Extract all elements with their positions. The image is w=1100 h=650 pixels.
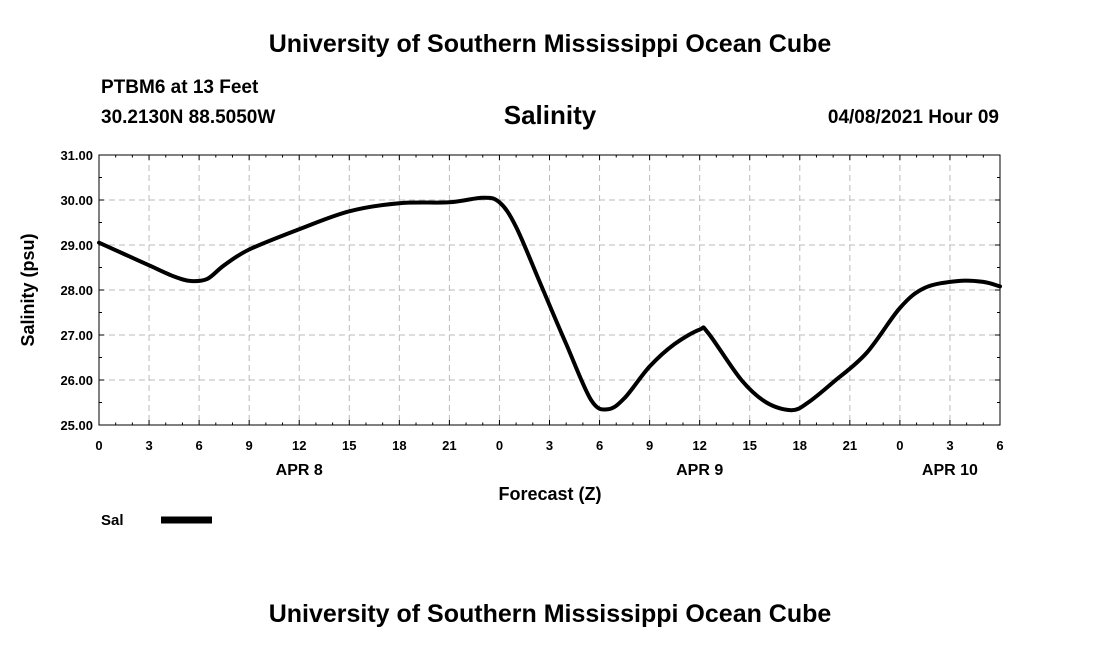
x-tick-label: 6 [195,438,202,453]
day-label: APR 9 [676,462,723,479]
x-tick-label: 3 [145,438,152,453]
x-tick-label: 12 [292,438,306,453]
y-tick-label: 31.00 [60,148,93,163]
grid-lines [99,155,1000,425]
x-tick-label: 15 [742,438,756,453]
y-tick-label: 30.00 [60,193,93,208]
tick-labels: 0 3 6 9 12 15 18 21 0 3 6 9 12 15 18 21 0 3 6 25.00 26.00 27.… [60,148,1003,479]
footer-title: University of Southern Mississippi Ocean… [268,600,832,628]
x-tick-label: 6 [596,438,603,453]
x-tick-label: 0 [95,438,102,453]
x-tick-label: 9 [246,438,253,453]
x-tick-label: 21 [843,438,857,453]
x-tick-label: 3 [946,438,953,453]
station-coordinates: 30.2130N 88.5050W [101,107,276,128]
x-axis-title: Forecast (Z) [498,484,601,504]
series-line-sal [97,195,1002,413]
chart-title: Salinity [503,100,597,130]
x-tick-label: 18 [392,438,406,453]
x-tick-label: 15 [342,438,356,453]
x-tick-label: 9 [646,438,653,453]
y-tick-label: 27.00 [60,328,93,343]
axis-ticks [98,154,1001,426]
x-tick-label: 0 [496,438,503,453]
x-tick-label: 3 [546,438,553,453]
run-timestamp: 04/08/2021 Hour 09 [827,107,999,128]
x-tick-label: 0 [896,438,903,453]
y-tick-label: 25.00 [60,418,93,433]
x-tick-label: 6 [996,438,1003,453]
x-tick-label: 12 [692,438,706,453]
day-label: APR 10 [922,462,978,479]
y-tick-label: 26.00 [60,373,93,388]
x-tick-label: 18 [793,438,807,453]
station-name: PTBM6 at 13 Feet [101,77,259,98]
legend: Sal [101,512,212,529]
legend-label-sal: Sal [101,512,124,529]
y-tick-label: 28.00 [60,283,93,298]
y-axis-title: Salinity (psu) [18,233,38,346]
x-tick-label: 21 [442,438,456,453]
day-label: APR 8 [276,462,323,479]
y-tick-label: 29.00 [60,238,93,253]
header-title: University of Southern Mississippi Ocean… [268,30,832,58]
